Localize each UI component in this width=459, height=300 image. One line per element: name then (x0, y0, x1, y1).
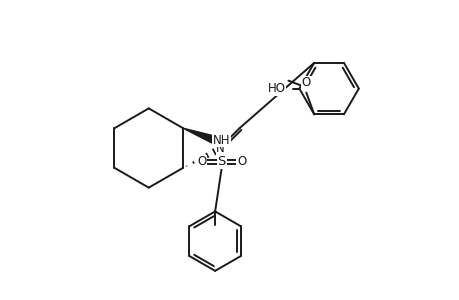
Text: S: S (217, 155, 225, 168)
Polygon shape (183, 128, 216, 144)
Text: NH: NH (213, 134, 230, 147)
Text: O: O (236, 155, 246, 168)
Text: HO: HO (267, 82, 285, 95)
Text: O: O (301, 76, 310, 89)
Text: O: O (197, 155, 206, 168)
Text: N: N (216, 142, 224, 154)
